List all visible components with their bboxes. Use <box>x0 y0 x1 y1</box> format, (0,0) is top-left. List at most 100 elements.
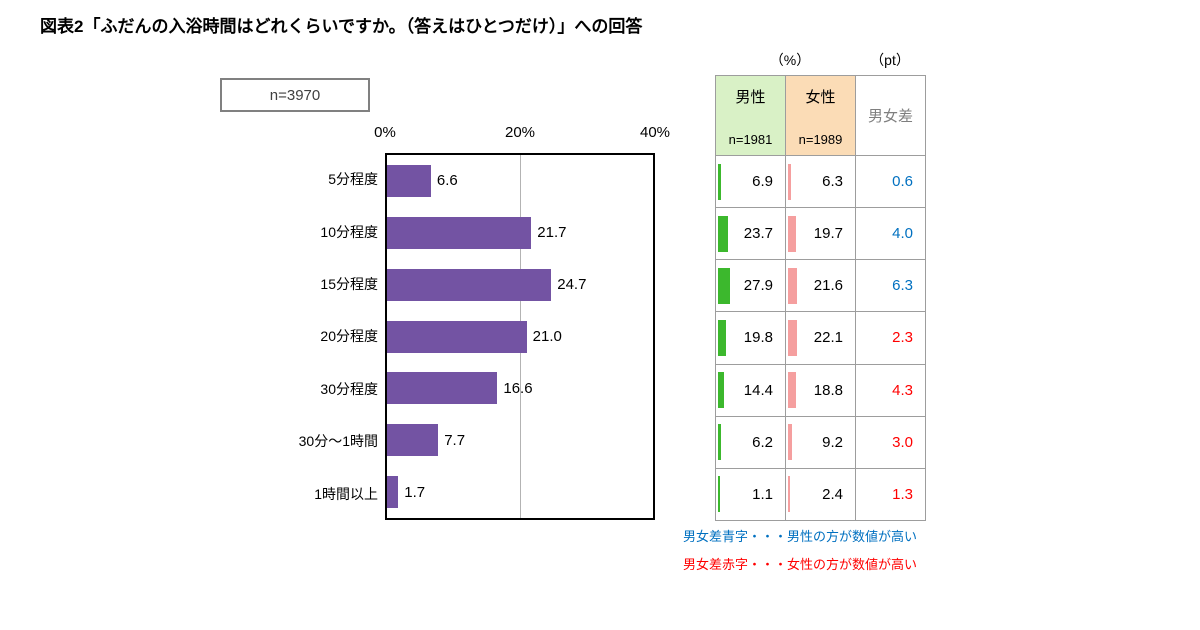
female-mini-bar <box>788 319 798 356</box>
male-mini-bar <box>718 372 725 409</box>
total-bar <box>387 424 439 457</box>
bar-row: 7.7 <box>387 414 653 466</box>
sample-size-label: n=3970 <box>269 86 321 104</box>
female-header-cell: 女性 n=1989 <box>786 76 856 156</box>
x-tick: 0% <box>374 124 396 141</box>
page-title: 図表2「ふだんの入浴時間はどれくらいですか。（答えはひとつだけ）」への回答 <box>40 17 643 36</box>
male-mini-bar <box>718 267 730 304</box>
male-n-label: n=1981 <box>728 132 773 147</box>
category-label: 20分程度 <box>320 328 378 345</box>
x-tick: 40% <box>639 124 671 141</box>
category-label: 30分～1時間 <box>298 433 378 450</box>
bar-row: 21.0 <box>387 311 653 363</box>
diff-value-cell: 1.3 <box>856 468 926 521</box>
male-header-label: 男性 <box>735 89 766 106</box>
female-value: 18.8 <box>813 381 843 399</box>
male-value-cell: 19.8 <box>716 312 786 365</box>
category-label: 1時間以上 <box>314 485 378 502</box>
gender-table: 男性 n=1981 女性 n=1989 男女差 6.9 6.3 0.6 23.7 19.… <box>715 75 926 521</box>
female-value: 6.3 <box>822 173 843 191</box>
bar-row: 24.7 <box>387 259 653 311</box>
female-n-label: n=1989 <box>798 132 843 147</box>
male-value: 23.7 <box>743 225 773 243</box>
female-value-cell: 6.3 <box>786 156 856 209</box>
x-axis: 0% 20% 40% <box>374 124 670 144</box>
total-bar <box>387 164 431 197</box>
male-value-cell: 6.2 <box>716 416 786 469</box>
category-labels: 5分程度 10分程度 15分程度 20分程度 30分程度 30分～1時間 1時間以上 <box>150 153 378 520</box>
female-value-cell: 22.1 <box>786 312 856 365</box>
female-value-cell: 9.2 <box>786 416 856 469</box>
female-header-label: 女性 <box>805 89 836 106</box>
category-label: 5分程度 <box>328 171 378 188</box>
diff-value-cell: 2.3 <box>856 312 926 365</box>
female-value-cell: 18.8 <box>786 364 856 417</box>
male-value: 6.9 <box>752 173 773 191</box>
bar-value-label: 21.7 <box>537 224 567 242</box>
male-mini-bar <box>718 476 720 513</box>
female-mini-bar <box>788 163 791 200</box>
bar-value-label: 1.7 <box>404 483 426 501</box>
male-value-cell: 1.1 <box>716 468 786 521</box>
male-value: 6.2 <box>752 433 773 451</box>
pt-unit-label: （pt） <box>870 52 910 68</box>
female-value: 19.7 <box>813 225 843 243</box>
female-mini-bar <box>788 424 792 461</box>
female-value: 22.1 <box>813 329 843 347</box>
diff-value-cell: 4.3 <box>856 364 926 417</box>
diff-value-cell: 3.0 <box>856 416 926 469</box>
category-label: 15分程度 <box>320 276 378 293</box>
female-value: 21.6 <box>813 277 843 295</box>
sample-size-box: n=3970 <box>220 78 370 112</box>
footnote-red: 男女差赤字・・・女性の方が数値が高い <box>683 557 918 572</box>
total-bar <box>387 476 399 509</box>
male-mini-bar <box>718 215 728 252</box>
bar-value-label: 7.7 <box>444 431 466 449</box>
male-value: 27.9 <box>743 277 773 295</box>
female-value: 2.4 <box>822 485 843 503</box>
diff-header-label: 男女差 <box>867 108 913 125</box>
percent-unit-label: （%） <box>769 52 811 68</box>
total-bar <box>387 268 552 301</box>
male-value: 19.8 <box>743 329 773 347</box>
total-bar <box>387 320 527 353</box>
male-value: 14.4 <box>743 381 773 399</box>
male-value-cell: 27.9 <box>716 260 786 313</box>
total-bar <box>387 372 498 405</box>
bar-value-label: 6.6 <box>436 172 458 190</box>
footnote-blue: 男女差青字・・・男性の方が数値が高い <box>683 529 918 544</box>
bar-row: 1.7 <box>387 466 653 518</box>
male-value-cell: 6.9 <box>716 156 786 209</box>
category-label: 30分程度 <box>320 380 378 397</box>
x-tick: 20% <box>504 124 536 141</box>
bar-row: 21.7 <box>387 207 653 259</box>
male-value-cell: 23.7 <box>716 208 786 261</box>
diff-value-cell: 0.6 <box>856 156 926 209</box>
plot-rows: 6.6 21.7 24.7 21.0 16.6 7.7 1.7 <box>387 155 653 518</box>
bar-value-label: 21.0 <box>532 328 562 345</box>
bar-value-label: 24.7 <box>557 276 587 294</box>
diff-value-cell: 6.3 <box>856 260 926 313</box>
diff-header-cell: 男女差 <box>856 76 926 156</box>
female-mini-bar <box>788 372 796 409</box>
male-value-cell: 14.4 <box>716 364 786 417</box>
diff-value-cell: 4.0 <box>856 208 926 261</box>
female-value-cell: 2.4 <box>786 468 856 521</box>
plot-area: 6.6 21.7 24.7 21.0 16.6 7.7 1.7 <box>385 153 655 520</box>
male-mini-bar <box>718 319 727 356</box>
category-label: 10分程度 <box>320 223 378 240</box>
male-value: 1.1 <box>752 485 773 503</box>
female-value-cell: 21.6 <box>786 260 856 313</box>
male-header-cell: 男性 n=1981 <box>716 76 786 156</box>
total-bar <box>387 216 532 249</box>
female-value: 9.2 <box>822 433 843 451</box>
female-value-cell: 19.7 <box>786 208 856 261</box>
female-mini-bar <box>788 476 790 513</box>
bar-row: 6.6 <box>387 155 653 207</box>
male-mini-bar <box>718 163 721 200</box>
bar-row: 16.6 <box>387 362 653 414</box>
male-mini-bar <box>718 424 721 461</box>
female-mini-bar <box>788 267 798 304</box>
bar-value-label: 16.6 <box>503 379 533 397</box>
